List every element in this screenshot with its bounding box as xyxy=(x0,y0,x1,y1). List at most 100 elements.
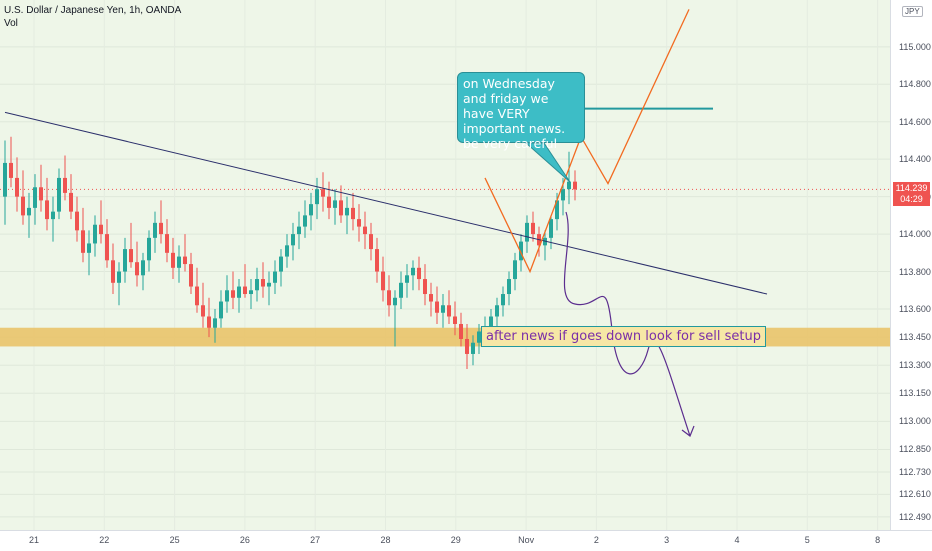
candle-body xyxy=(201,305,205,317)
price-chart[interactable] xyxy=(0,0,890,530)
candle xyxy=(507,271,511,306)
candle-body xyxy=(231,290,235,298)
candle xyxy=(69,174,73,220)
price-tick-label: 112.610 xyxy=(899,489,931,500)
candle-body xyxy=(255,279,259,291)
candle xyxy=(339,185,343,223)
candle-body xyxy=(561,189,565,201)
candle xyxy=(369,222,373,261)
bubble-tail xyxy=(524,142,571,183)
candle-body xyxy=(75,211,79,231)
candle xyxy=(405,264,409,298)
candle xyxy=(207,297,211,338)
candle-body xyxy=(3,162,7,197)
candle xyxy=(567,151,571,205)
candle-body xyxy=(93,224,97,244)
candle xyxy=(303,200,307,238)
candle-body xyxy=(471,342,475,354)
candle-body xyxy=(327,196,331,208)
candle-body xyxy=(129,249,133,263)
arrowhead-icon xyxy=(681,425,695,437)
candle-body xyxy=(525,222,529,242)
candle xyxy=(381,256,385,302)
candle-body xyxy=(267,282,271,287)
candle xyxy=(495,297,499,328)
candle-body xyxy=(285,245,289,257)
candle-body xyxy=(411,267,415,276)
candle xyxy=(39,164,43,212)
candle-body xyxy=(375,249,379,272)
candle-body xyxy=(279,256,283,272)
candle xyxy=(141,252,145,291)
grid-layer xyxy=(0,46,890,518)
candle xyxy=(399,271,403,310)
candle xyxy=(183,234,187,272)
candle-body xyxy=(219,301,223,319)
time-tick-label: 2 xyxy=(593,535,599,545)
candle xyxy=(57,168,61,220)
candle xyxy=(531,211,535,242)
candle-body xyxy=(573,181,577,190)
price-scale[interactable]: 115.000114.800114.600114.400114.200114.0… xyxy=(890,0,932,530)
candle-body xyxy=(435,301,439,313)
candle xyxy=(255,267,259,302)
candle-body xyxy=(33,187,37,208)
candle-body xyxy=(105,234,109,261)
volume-label[interactable]: Vol xyxy=(4,18,18,29)
candle xyxy=(417,256,421,291)
candle xyxy=(219,290,223,328)
news-callout[interactable]: on Wednesday and friday we have VERY imp… xyxy=(457,72,585,151)
candle xyxy=(99,200,103,244)
candle-body xyxy=(363,226,367,235)
time-tick-label: 8 xyxy=(875,535,881,545)
candle-body xyxy=(549,219,553,238)
candle xyxy=(261,262,265,298)
candle-body xyxy=(123,249,127,272)
candle-body xyxy=(381,271,385,291)
candle-body xyxy=(273,271,277,283)
candle-body xyxy=(27,207,31,216)
candle xyxy=(327,181,331,220)
candle-body xyxy=(177,256,181,268)
time-scale[interactable]: 21 22 25 26 27 28 29 Nov 2 3 4 5 8 xyxy=(0,530,932,551)
candle xyxy=(189,252,193,295)
candle-body xyxy=(243,286,247,295)
candle xyxy=(249,279,253,310)
price-tick-label: 112.850 xyxy=(899,444,931,455)
candle xyxy=(177,245,181,283)
candle-body xyxy=(447,305,451,317)
candle xyxy=(75,196,79,242)
symbol-title[interactable]: U.S. Dollar / Japanese Yen, 1h, OANDA xyxy=(4,5,182,16)
candle xyxy=(297,211,301,250)
candle-body xyxy=(369,234,373,250)
price-tick-label: 113.150 xyxy=(899,388,931,399)
candle xyxy=(117,262,121,306)
candle xyxy=(111,243,115,295)
candle-body xyxy=(165,234,169,253)
time-tick-label: 29 xyxy=(450,535,461,545)
candle xyxy=(9,136,13,188)
candle xyxy=(231,271,235,310)
candle xyxy=(213,309,217,343)
candle xyxy=(165,219,169,263)
candle-body xyxy=(405,275,409,283)
candle-body xyxy=(195,286,199,306)
bar-countdown: 04:29 xyxy=(900,194,923,204)
candle-body xyxy=(69,192,73,212)
descending-trendline[interactable] xyxy=(4,111,768,295)
candle xyxy=(105,219,109,268)
price-tick-label: 113.300 xyxy=(899,360,931,371)
time-tick-label: 28 xyxy=(380,535,391,545)
candle-body xyxy=(567,181,571,190)
currency-badge[interactable]: JPY xyxy=(902,6,923,17)
candle-body xyxy=(333,200,337,208)
candle xyxy=(123,237,127,283)
candle xyxy=(363,211,367,250)
candle xyxy=(93,215,97,257)
candle-body xyxy=(183,256,187,265)
candle-body xyxy=(9,162,13,178)
candle-body xyxy=(465,338,469,354)
sell-setup-note[interactable]: after news if goes down look for sell se… xyxy=(481,326,766,347)
price-tick-label: 114.600 xyxy=(899,116,931,127)
candle xyxy=(201,282,205,328)
